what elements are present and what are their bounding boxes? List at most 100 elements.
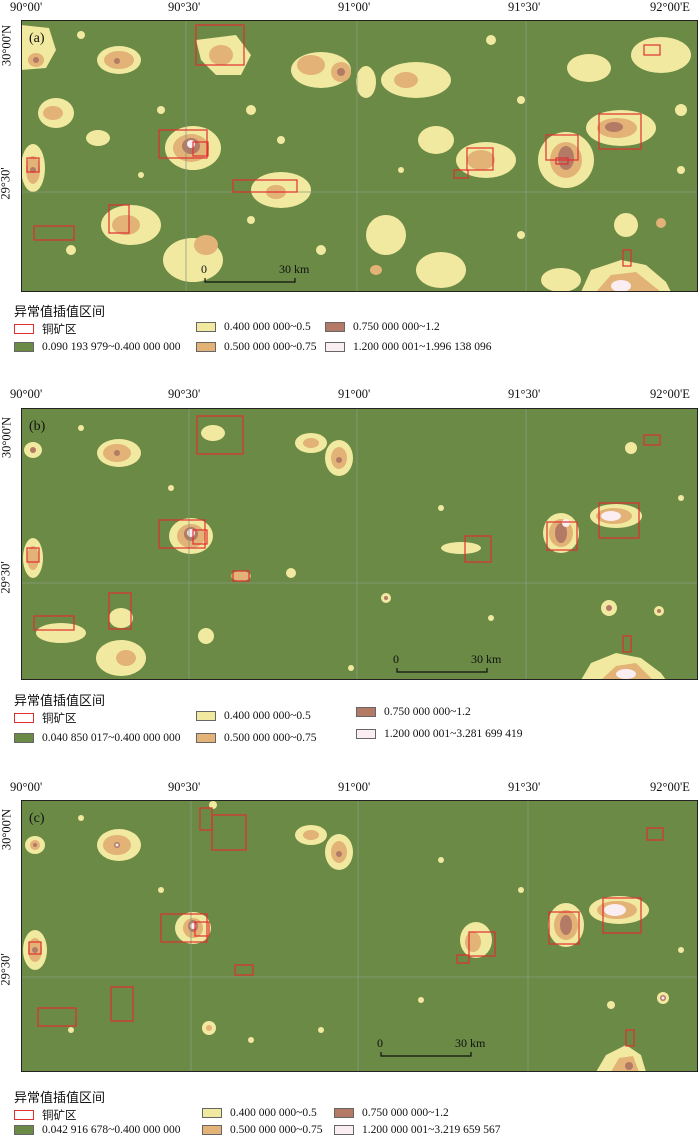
legend-title: 异常值插值区间 <box>14 1091 106 1106</box>
anomaly-zone <box>394 72 418 88</box>
panel-label-group: (c) <box>29 811 45 826</box>
anomaly-zone <box>206 1025 212 1031</box>
scale-bar: 0 30 km <box>377 1036 486 1057</box>
copper-mine-areas <box>26 24 661 267</box>
anomaly-map: (c) 0 30 km <box>21 800 698 1072</box>
legend-label: 0.500 000 000~0.75 <box>230 1124 323 1136</box>
anomaly-zone <box>601 511 621 521</box>
legend-swatch <box>196 342 216 352</box>
legend-label: 0.750 000 000~1.2 <box>362 1107 449 1119</box>
legend-swatch <box>196 711 216 721</box>
anomaly-zone <box>209 45 233 65</box>
copper-mine-outline <box>453 169 469 179</box>
lat-label: 29°30' <box>0 167 13 200</box>
anomaly-zone <box>661 996 665 1000</box>
copper-mine-outline <box>232 570 250 582</box>
anomaly-zone <box>286 568 296 578</box>
legend-label: 0.400 000 000~0.5 <box>224 710 311 722</box>
copper-mine-outline <box>643 434 661 446</box>
lon-label: 91°00' <box>338 0 371 14</box>
legend-range-2: 0.500 000 000~0.75 <box>196 341 316 353</box>
copper-mine-outline <box>194 921 210 937</box>
anomaly-map: (a) 0 30 km <box>21 20 698 292</box>
anomaly-zone <box>518 887 524 893</box>
legend-title: 异常值插值区间 <box>14 694 106 709</box>
lon-label: 91°30' <box>508 780 541 794</box>
anomaly-zone <box>201 425 225 441</box>
anomaly-zone <box>606 605 612 611</box>
anomaly-zone <box>246 105 256 115</box>
lon-label: 91°00' <box>338 780 371 794</box>
map-border <box>21 800 698 1072</box>
copper-mine-outline <box>158 129 208 159</box>
anomaly-zone <box>32 947 38 953</box>
anomaly-zone <box>678 495 684 501</box>
anomaly-zone <box>231 571 251 581</box>
graticule <box>21 408 698 680</box>
legend-range-2: 0.500 000 000~0.75 <box>196 732 316 744</box>
legend-swatch <box>14 324 34 334</box>
legend-label: 铜矿区 <box>42 711 77 725</box>
anomaly-zone <box>116 650 136 666</box>
legend-range-0: 0.090 193 979~0.400 000 000 <box>14 341 180 353</box>
anomaly-zone <box>616 669 636 679</box>
copper-mine-outline <box>196 415 244 455</box>
anomaly-zone <box>248 1037 254 1043</box>
copper-mine-outline <box>598 113 642 150</box>
copper-mine-outline <box>108 592 132 630</box>
map-frame: (a) 0 30 km <box>21 20 698 292</box>
anomaly-zone <box>348 665 354 671</box>
anomaly-zone <box>611 280 631 292</box>
anomaly-zone <box>366 215 406 255</box>
legend-label: 1.200 000 001~3.281 699 419 <box>384 728 523 740</box>
copper-mine-outline <box>33 225 75 241</box>
anomaly-zone <box>36 623 86 643</box>
lon-label: 90°00' <box>10 780 43 794</box>
anomaly-zone <box>336 457 342 463</box>
legend-range-4: 1.200 000 001~3.281 699 419 <box>356 728 522 740</box>
map-border <box>21 20 698 292</box>
lon-label: 92°00'E <box>650 387 690 401</box>
lat-label: 29°30' <box>0 953 13 986</box>
scale-zero: 0 <box>201 262 207 276</box>
legend-copper: 铜矿区 <box>14 1107 77 1123</box>
anomaly-zone <box>560 915 572 935</box>
legend-label: 0.042 916 678~0.400 000 000 <box>42 1124 181 1136</box>
legend-range-4: 1.200 000 001~1.996 138 096 <box>325 341 491 353</box>
anomaly-zone <box>465 932 481 952</box>
anomaly-zone <box>30 447 36 453</box>
legend-swatch <box>14 713 34 723</box>
lon-label: 91°30' <box>508 387 541 401</box>
panel-label: (b) <box>29 419 46 434</box>
anomaly-zone <box>438 505 444 511</box>
anomaly-zone <box>168 485 174 491</box>
legend-title: 异常值插值区间 <box>14 305 106 320</box>
anomaly-zones <box>23 801 684 1072</box>
scale-zero: 0 <box>393 652 399 666</box>
copper-mine-outline <box>545 134 579 161</box>
anomaly-zone <box>625 1062 633 1070</box>
copper-mine-outline <box>211 814 247 851</box>
copper-mine-outline <box>234 964 254 976</box>
anomaly-zone <box>604 904 626 916</box>
copper-mine-outline <box>192 141 209 157</box>
anomaly-zone <box>356 66 376 98</box>
anomaly-zone <box>68 1027 74 1033</box>
lon-label: 91°30' <box>508 0 541 14</box>
map-frame: (b) 0 30 km <box>21 408 698 680</box>
legend-swatch <box>202 1108 222 1118</box>
anomaly-zone <box>418 997 424 1003</box>
legend-range-3: 0.750 000 000~1.2 <box>356 706 471 718</box>
legend-label: 铜矿区 <box>42 322 77 336</box>
legend-label: 0.500 000 000~0.75 <box>224 341 317 353</box>
anomaly-zone <box>441 542 481 554</box>
anomaly-zone <box>656 218 666 228</box>
anomaly-zone <box>562 519 570 527</box>
lon-label: 92°00'E <box>650 780 690 794</box>
anomaly-zone <box>303 830 319 840</box>
copper-mine-outline <box>643 44 661 56</box>
anomaly-zone <box>486 35 496 45</box>
anomaly-zone <box>337 68 345 76</box>
legend-swatch <box>334 1108 354 1118</box>
copper-mine-outline <box>110 986 134 1022</box>
